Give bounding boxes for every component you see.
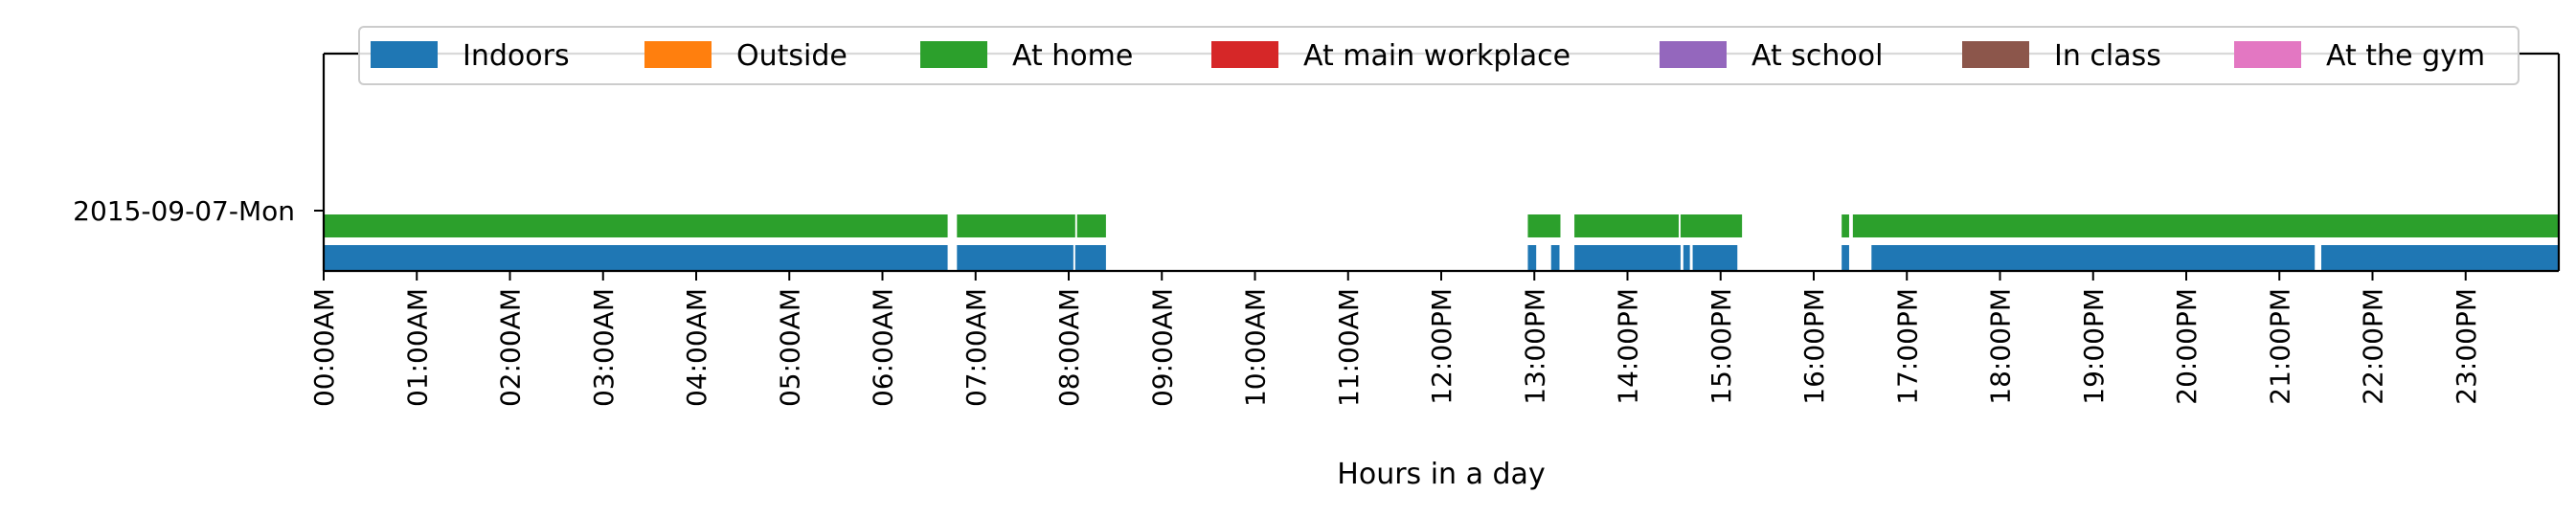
legend-label-1: Outside [736, 39, 847, 73]
bar-indoors-3 [1527, 245, 1537, 270]
bar-at-home-2 [1076, 214, 1106, 237]
x-tick-label-0: 00:00AM [308, 288, 340, 407]
bar-indoors-0 [324, 245, 948, 270]
x-ticks: 00:00AM 01:00AM 02:00AM 03:00AM 04:00AM 05:00… [308, 271, 2482, 407]
x-tick-label-9: 09:00AM [1146, 288, 1178, 407]
x-tick-label-5: 05:00AM [774, 288, 805, 407]
bar-indoors-5 [1574, 245, 1681, 270]
x-axis-label: Hours in a day [1337, 458, 1545, 491]
legend-label-3: At main workplace [1303, 39, 1570, 73]
x-tick-label-15: 15:00PM [1706, 288, 1737, 405]
x-tick-label-20: 20:00PM [2171, 288, 2203, 405]
legend-label-0: Indoors [463, 39, 570, 73]
x-tick-label-21: 21:00PM [2264, 288, 2295, 405]
x-tick-label-23: 23:00PM [2451, 288, 2482, 405]
x-tick-label-2: 02:00AM [495, 288, 527, 407]
legend-swatch-4 [1660, 41, 1727, 68]
legend: Indoors Outside At home At main workplace At… [358, 26, 2520, 85]
bar-at-home-5 [1680, 214, 1743, 237]
bar-indoors-4 [1550, 245, 1560, 270]
legend-label-6: At the gym [2326, 39, 2485, 73]
x-tick-label-17: 17:00PM [1891, 288, 1923, 405]
x-tick-label-7: 07:00AM [960, 288, 992, 407]
x-tick-label-22: 22:00PM [2358, 288, 2389, 405]
bar-indoors-8 [1842, 245, 1849, 270]
legend-label-5: In class [2054, 39, 2161, 73]
y-ticks: 2015-09-07-Mon [73, 195, 324, 227]
x-tick-label-3: 03:00AM [588, 288, 620, 407]
bar-indoors-6 [1683, 245, 1690, 270]
legend-swatch-2 [920, 41, 987, 68]
axes [322, 52, 2561, 273]
x-tick-label-10: 10:00AM [1240, 288, 1272, 407]
bar-at-home-1 [957, 214, 1075, 237]
bar-indoors-9 [1871, 245, 2316, 270]
bar-at-home-0 [324, 214, 948, 237]
legend-swatch-5 [1962, 41, 2029, 68]
x-tick-label-13: 13:00PM [1519, 288, 1550, 405]
y-tick-label-0: 2015-09-07-Mon [73, 195, 295, 227]
bar-at-home-7 [1852, 214, 2559, 237]
bar-indoors-1 [957, 245, 1073, 270]
x-tick-label-19: 19:00PM [2078, 288, 2110, 405]
x-tick-label-14: 14:00PM [1613, 288, 1644, 405]
bar-indoors-2 [1074, 245, 1106, 270]
bar-at-home-6 [1842, 214, 1849, 237]
bar-at-home-3 [1527, 214, 1561, 237]
x-tick-label-8: 08:00AM [1053, 288, 1085, 407]
x-tick-label-12: 12:00PM [1426, 288, 1457, 405]
timeline-bars [324, 214, 2559, 270]
x-tick-label-18: 18:00PM [1985, 288, 2017, 405]
legend-label-2: At home [1012, 39, 1133, 73]
x-tick-label-1: 01:00AM [401, 288, 433, 407]
legend-swatch-6 [2234, 41, 2301, 68]
legend-swatch-3 [1211, 41, 1278, 68]
x-tick-label-16: 16:00PM [1798, 288, 1830, 405]
legend-swatch-1 [644, 41, 712, 68]
bar-at-home-4 [1574, 214, 1679, 237]
x-tick-label-4: 04:00AM [681, 288, 712, 407]
x-tick-label-11: 11:00AM [1333, 288, 1365, 407]
bar-indoors-7 [1692, 245, 1738, 270]
legend-swatch-0 [371, 41, 438, 68]
x-tick-label-6: 06:00AM [868, 288, 899, 407]
legend-label-4: At school [1751, 39, 1883, 73]
bar-indoors-10 [2321, 245, 2559, 270]
